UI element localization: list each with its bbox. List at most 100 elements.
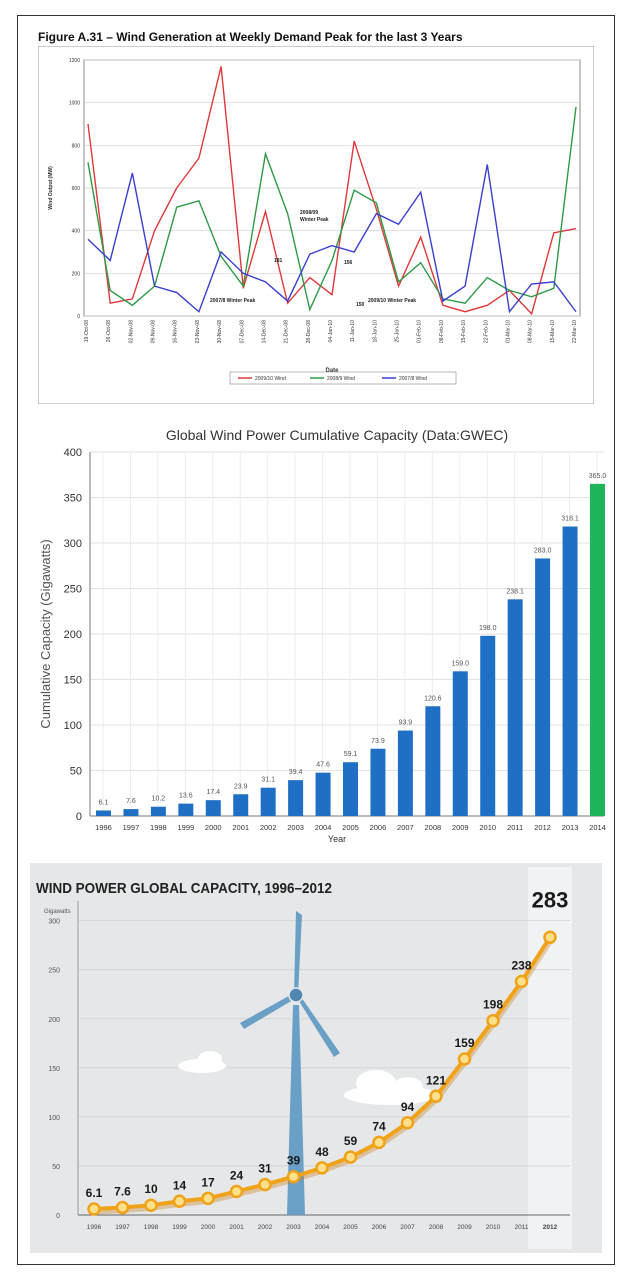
chart3-point: [315, 1161, 329, 1175]
chart1-legend: [229, 371, 457, 385]
chart3-xtick: 2000: [201, 1224, 216, 1231]
chart3-xtick: 2010: [486, 1224, 501, 1231]
chart2-title: Global Wind Power Cumulative Capacity (D…: [166, 427, 508, 443]
chart3-value-label: 31: [258, 1162, 272, 1176]
chart1-ytick: 600: [72, 186, 81, 192]
chart2-bar: [96, 810, 111, 816]
chart3-ytick: 100: [48, 1115, 60, 1122]
chart1-xtick: 26-Oct-08: [106, 320, 112, 342]
chart1-series-line-1: [87, 106, 577, 312]
chart3-xtick: 1999: [172, 1224, 187, 1231]
chart1-ytick: 800: [72, 143, 81, 149]
chart2-bar: [507, 599, 523, 816]
chart3-value-label: 238: [511, 958, 531, 972]
chart2-ytick: 50: [70, 766, 82, 778]
chart2-xtick: 2001: [232, 823, 249, 832]
chart2-xtick: 2008: [424, 823, 441, 832]
chart3-xtick: 2009: [457, 1224, 472, 1231]
chart2-bar-label: 198.0: [479, 625, 497, 632]
chart1-xtick: 15-Mar-10: [550, 320, 556, 343]
chart2-ytick: 100: [64, 720, 82, 732]
chart3-xtick: 2005: [343, 1224, 358, 1231]
chart2-xtick: 2006: [370, 823, 387, 832]
chart1-series-line-2: [87, 164, 577, 314]
chart2-bar-label: 23.9: [234, 783, 248, 790]
chart1-legend-label: 2007/8 Wind: [399, 376, 427, 382]
chart2-bar-label: 238.1: [506, 588, 524, 595]
chart3-point: [486, 1013, 500, 1028]
chart2-xtick: 2003: [287, 823, 304, 832]
chart1-xtick: 21-Dec-08: [284, 320, 290, 344]
chart1-xtick: 09-Nov-08: [151, 320, 157, 344]
chart3-point: [457, 1052, 472, 1066]
chart2-bar-label: 10.2: [152, 796, 166, 803]
chart2-bar: [397, 730, 413, 816]
chart2-bar-label: 159.0: [452, 660, 470, 667]
chart3-ytick: 300: [48, 919, 60, 926]
chart2-bar: [370, 748, 386, 816]
chart2-bar: [123, 809, 139, 816]
chart3-value-label: 39: [287, 1154, 301, 1168]
chart1-xtick: 30-Nov-08: [217, 320, 223, 344]
chart1-annotation: 2007/8 Winter Peak: [210, 298, 255, 304]
chart3-value-label: 59: [344, 1134, 358, 1148]
chart3-point: [201, 1191, 215, 1206]
chart2-xtick: 2000: [205, 823, 222, 832]
chart2-bar-label: 318.1: [561, 516, 579, 523]
chart2-xtick: 1999: [177, 823, 194, 832]
chart3-cloud-right-puff: [356, 1070, 396, 1096]
chart2-bar-label: 7.6: [126, 798, 136, 805]
chart2-bar-label: 365.0: [589, 473, 607, 480]
chart2-bar-label: 47.6: [316, 762, 330, 769]
chart3-value-label: 7.6: [114, 1185, 131, 1199]
chart3-point: [343, 1150, 358, 1164]
chart1-xtick: 11-Jan-10: [350, 320, 356, 342]
chart2-xlabel: Year: [328, 834, 346, 844]
chart1-ytick: 1000: [69, 101, 80, 107]
chart2-ytick: 200: [64, 629, 82, 641]
chart1-xtick: 04-Jan-10: [328, 320, 334, 343]
chart1-ytick: 200: [72, 271, 81, 277]
chart2-xtick: 1997: [123, 823, 140, 832]
chart3-xtick: 1996: [87, 1224, 102, 1231]
chart1-xtick: 14-Dec-08: [261, 320, 267, 344]
chart3-value-label: 17: [201, 1175, 215, 1189]
chart3-turbine-blade: [240, 992, 298, 1029]
chart3-xtick: 1997: [115, 1224, 130, 1231]
chart2-bar: [205, 800, 221, 816]
chart2-xtick: 1998: [150, 823, 167, 832]
chart1-xtick: 28-Dec-08: [306, 320, 312, 344]
chart2-bar-label: 120.6: [424, 695, 442, 702]
chart2-bar: [425, 706, 441, 816]
chart3-point: [229, 1184, 244, 1199]
chart2-xtick: 2013: [562, 823, 579, 832]
chart3-turbine-tower: [287, 1005, 305, 1215]
chart2-bar-label: 17.4: [206, 789, 220, 796]
chart1-xtick: 19-Oct-08: [84, 320, 90, 342]
chart1-legend-label: 2008/9 Wind: [327, 376, 355, 382]
chart2-xtick: 2014: [589, 823, 606, 832]
chart3-point: [144, 1198, 158, 1212]
chart3-cloud-left-puff: [198, 1051, 222, 1067]
chart2-xtick: 2010: [479, 823, 496, 832]
chart2-bar: [260, 787, 276, 816]
chart1-xtick: 22-Mar-10: [572, 320, 578, 343]
chart2-cumulative-capacity: Global Wind Power Cumulative Capacity (D…: [38, 427, 607, 844]
chart2-ytick: 250: [64, 584, 82, 596]
chart2-ytick: 400: [64, 447, 82, 459]
chart2-bar-label: 13.6: [179, 793, 193, 800]
chart1-xtick: 25-Jan-10: [395, 320, 401, 343]
chart1-annotation: 2009/10 Winter Peak: [368, 298, 416, 304]
chart2-ytick: 300: [64, 538, 82, 550]
chart2-bar: [480, 635, 496, 816]
chart3-point: [172, 1194, 187, 1209]
chart2-ytick: 0: [76, 811, 82, 823]
chart2-bar: [452, 671, 468, 816]
chart2-bar: [343, 762, 358, 816]
chart2-xtick: 2004: [315, 823, 332, 832]
chart2-xtick: 2005: [342, 823, 359, 832]
chart1-xtick: 16-Nov-08: [173, 320, 179, 344]
chart2-xtick: 2009: [452, 823, 469, 832]
chart3-value-label: 48: [315, 1145, 329, 1159]
chart1-xtick: 18-Jan-10: [372, 320, 378, 343]
